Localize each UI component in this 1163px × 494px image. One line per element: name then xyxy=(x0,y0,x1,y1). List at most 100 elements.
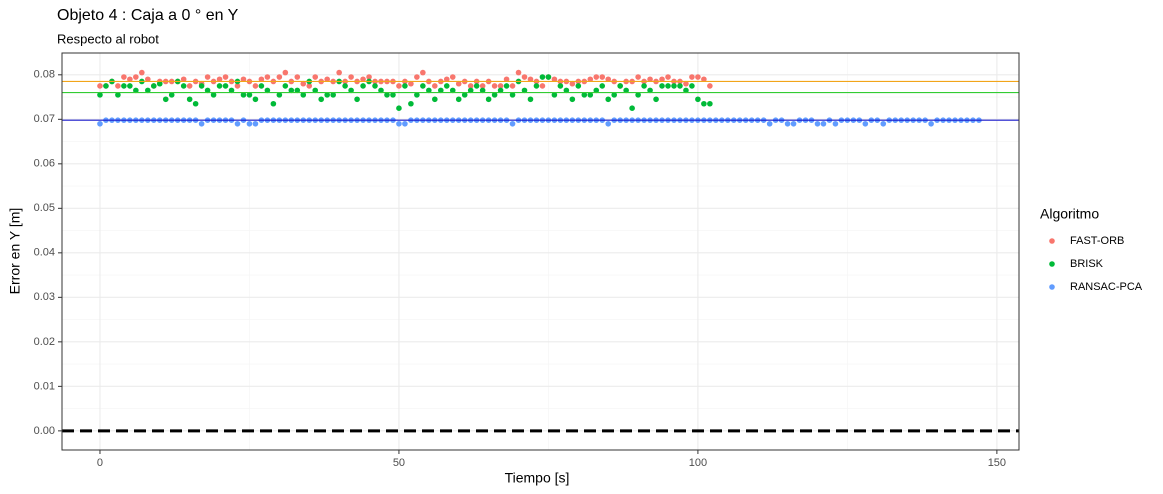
legend-label: BRISK xyxy=(1070,258,1104,270)
legend-label: FAST-ORB xyxy=(1070,235,1124,247)
y-tick-label: 0.02 xyxy=(34,336,55,348)
point xyxy=(432,96,438,103)
point xyxy=(396,120,402,127)
point xyxy=(372,83,378,89)
point xyxy=(324,76,330,83)
point xyxy=(216,76,223,83)
x-axis-label: Tiempo [s] xyxy=(505,470,570,486)
point xyxy=(133,74,139,80)
point xyxy=(252,120,259,127)
point xyxy=(509,120,516,127)
point xyxy=(240,76,247,83)
x-tick-label: 100 xyxy=(689,457,707,469)
chart-title: Objeto 4 : Caja a 0 ° en Y xyxy=(57,7,239,24)
legend-swatch xyxy=(1049,261,1055,267)
y-tick-label: 0.07 xyxy=(34,113,55,125)
point xyxy=(133,87,139,94)
point xyxy=(461,92,468,98)
point xyxy=(701,76,707,83)
point xyxy=(426,87,432,94)
point xyxy=(503,83,510,89)
point xyxy=(665,74,671,80)
point xyxy=(115,83,121,89)
point xyxy=(306,83,313,89)
point xyxy=(336,69,342,76)
point xyxy=(366,74,372,80)
point xyxy=(252,96,259,103)
point xyxy=(593,87,600,94)
point xyxy=(707,100,713,107)
point xyxy=(455,80,462,87)
point xyxy=(240,92,247,98)
point xyxy=(139,69,145,76)
point xyxy=(127,76,133,83)
x-tick-label: 50 xyxy=(393,457,405,469)
point xyxy=(545,74,552,80)
point xyxy=(928,120,934,127)
point xyxy=(288,87,295,94)
point xyxy=(384,92,390,98)
point xyxy=(408,80,414,87)
point xyxy=(599,83,606,89)
point xyxy=(121,74,127,80)
point xyxy=(605,96,612,103)
point xyxy=(432,83,438,89)
y-tick-label: 0.06 xyxy=(34,158,55,170)
point xyxy=(707,83,713,89)
point xyxy=(330,92,336,98)
point xyxy=(862,120,869,127)
grid xyxy=(62,53,1019,450)
point xyxy=(569,80,576,87)
point xyxy=(479,83,486,89)
point xyxy=(210,92,217,98)
point xyxy=(539,74,546,80)
legend-title: Algoritmo xyxy=(1040,206,1099,222)
y-tick-label: 0.00 xyxy=(34,425,55,437)
point xyxy=(587,92,594,98)
point xyxy=(659,76,665,83)
point xyxy=(581,92,588,98)
point xyxy=(246,120,253,127)
point xyxy=(360,83,366,89)
point xyxy=(150,83,157,89)
point xyxy=(396,83,402,89)
point xyxy=(162,96,169,103)
point xyxy=(127,83,133,89)
point xyxy=(300,80,307,87)
point xyxy=(145,76,151,83)
point xyxy=(635,74,641,80)
point xyxy=(390,92,396,98)
point xyxy=(420,83,426,89)
point xyxy=(551,92,558,98)
point xyxy=(294,87,301,94)
point xyxy=(509,92,516,98)
point xyxy=(252,83,259,89)
point xyxy=(192,100,199,107)
point xyxy=(617,83,623,89)
legend-swatch xyxy=(1049,238,1055,244)
point xyxy=(408,100,414,107)
point xyxy=(204,87,211,94)
point xyxy=(497,87,504,94)
point xyxy=(180,83,187,89)
point xyxy=(641,83,647,89)
point xyxy=(115,92,121,98)
point xyxy=(348,87,354,94)
point xyxy=(97,120,103,127)
point xyxy=(521,74,528,80)
legend-swatch xyxy=(1049,284,1055,290)
point xyxy=(378,87,384,94)
point xyxy=(264,74,271,80)
point xyxy=(324,92,330,98)
point xyxy=(491,92,498,98)
point xyxy=(689,74,695,80)
point xyxy=(599,74,606,80)
point xyxy=(186,96,193,103)
marks xyxy=(62,69,1019,433)
point xyxy=(521,87,528,94)
point xyxy=(276,92,283,98)
y-tick-label: 0.04 xyxy=(34,247,55,259)
point xyxy=(557,83,564,89)
point xyxy=(294,74,301,80)
